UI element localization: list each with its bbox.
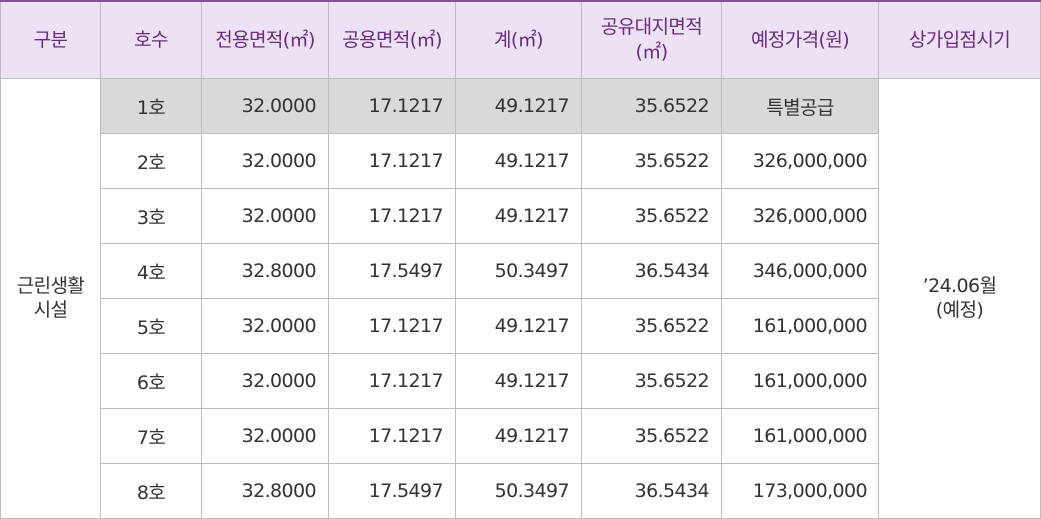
total-area-cell: 50.3497 — [455, 243, 582, 299]
table-row: 2호 32.0000 17.1217 49.1217 35.6522 326,000,00… — [1, 133, 1041, 189]
table-body: 근린생활 시설 1호 32.0000 17.1217 49.1217 35.6522 특별공급… — [0, 78, 1041, 519]
unit-number-cell: 5호 — [100, 298, 202, 354]
move-in-date: ’24.06월 — [922, 274, 997, 297]
shared-land-area-cell: 35.6522 — [581, 133, 722, 189]
shared-land-area-cell: 35.6522 — [581, 188, 722, 244]
header-common-area: 공용면적(㎡) — [328, 0, 456, 79]
shared-land-area-cell: 35.6522 — [581, 408, 722, 464]
header-category: 구분 — [0, 0, 101, 79]
common-area-cell: 17.1217 — [328, 133, 456, 189]
unit-number-cell: 7호 — [100, 408, 202, 464]
move-in-period-cell: ’24.06월 (예정) — [878, 78, 1041, 519]
exclusive-area-cell: 32.8000 — [201, 463, 329, 519]
total-area-cell: 49.1217 — [455, 133, 582, 189]
total-area-cell: 49.1217 — [455, 78, 582, 134]
header-shared-land-area-label: 공유대지면적 — [600, 16, 703, 39]
unit-number-cell: 1호 — [100, 78, 202, 134]
common-area-cell: 17.5497 — [328, 243, 456, 299]
shared-land-area-cell: 35.6522 — [581, 78, 722, 134]
planned-price-cell: 326,000,000 — [721, 133, 879, 189]
total-area-cell: 49.1217 — [455, 353, 582, 409]
header-exclusive-area: 전용면적(㎡) — [201, 0, 329, 79]
planned-price-cell: 161,000,000 — [721, 298, 879, 354]
planned-price-cell: 346,000,000 — [721, 243, 879, 299]
common-area-cell: 17.1217 — [328, 298, 456, 354]
unit-number-cell: 6호 — [100, 353, 202, 409]
category-cell: 근린생활 시설 — [0, 78, 101, 519]
table-row: 근린생활 시설 1호 32.0000 17.1217 49.1217 35.6522 특별공급… — [0, 78, 1041, 519]
table-row: 6호 32.0000 17.1217 49.1217 35.6522 161,000,00… — [1, 353, 1041, 409]
category-label-line1: 근린생활 — [16, 274, 85, 297]
total-area-cell: 49.1217 — [455, 298, 582, 354]
total-area-cell: 49.1217 — [455, 408, 582, 464]
unit-number-cell: 8호 — [100, 463, 202, 519]
exclusive-area-cell: 32.0000 — [201, 408, 329, 464]
exclusive-area-cell: 32.0000 — [201, 298, 329, 354]
exclusive-area-cell: 32.0000 — [201, 188, 329, 244]
common-area-cell: 17.5497 — [328, 463, 456, 519]
category-label-line2: 시설 — [33, 298, 68, 321]
common-area-cell: 17.1217 — [328, 353, 456, 409]
header-move-in-period: 상가입점시기 — [878, 0, 1041, 79]
header-shared-land-area-unit: (㎡) — [635, 41, 668, 63]
table-header-row: 구분 호수 전용면적(㎡) 공용면적(㎡) 계(㎡) 공유대지면적 (㎡) 예정… — [0, 0, 1041, 79]
table-row: 7호 32.0000 17.1217 49.1217 35.6522 161,000,00… — [1, 408, 1041, 464]
planned-price-cell: 특별공급 — [721, 78, 879, 134]
header-shared-land-area: 공유대지면적 (㎡) — [581, 0, 722, 79]
exclusive-area-cell: 32.0000 — [201, 78, 329, 134]
planned-price-cell: 161,000,000 — [721, 408, 879, 464]
common-area-cell: 17.1217 — [328, 188, 456, 244]
shared-land-area-cell: 36.5434 — [581, 243, 722, 299]
total-area-cell: 50.3497 — [455, 463, 582, 519]
exclusive-area-cell: 32.0000 — [201, 353, 329, 409]
planned-price-cell: 173,000,000 — [721, 463, 879, 519]
unit-number-cell: 2호 — [100, 133, 202, 189]
header-total-area: 계(㎡) — [455, 0, 582, 79]
common-area-cell: 17.1217 — [328, 408, 456, 464]
move-in-note: (예정) — [935, 298, 984, 321]
table-row: 5호 32.0000 17.1217 49.1217 35.6522 161,000,00… — [1, 298, 1041, 354]
planned-price-cell: 161,000,000 — [721, 353, 879, 409]
total-area-cell: 49.1217 — [455, 188, 582, 244]
exclusive-area-cell: 32.8000 — [201, 243, 329, 299]
unit-number-cell: 3호 — [100, 188, 202, 244]
shared-land-area-cell: 35.6522 — [581, 298, 722, 354]
planned-price-cell: 326,000,000 — [721, 188, 879, 244]
header-unit-number: 호수 — [100, 0, 202, 79]
table-row: 4호 32.8000 17.5497 50.3497 36.5434 346,000,00… — [1, 243, 1041, 299]
header-planned-price: 예정가격(원) — [721, 0, 879, 79]
shared-land-area-cell: 36.5434 — [581, 463, 722, 519]
shared-land-area-cell: 35.6522 — [581, 353, 722, 409]
table-row: 3호 32.0000 17.1217 49.1217 35.6522 326,000,00… — [1, 188, 1041, 244]
unit-number-cell: 4호 — [100, 243, 202, 299]
exclusive-area-cell: 32.0000 — [201, 133, 329, 189]
common-area-cell: 17.1217 — [328, 78, 456, 134]
table-row: 8호 32.8000 17.5497 50.3497 36.5434 173,000,00… — [1, 463, 1041, 519]
